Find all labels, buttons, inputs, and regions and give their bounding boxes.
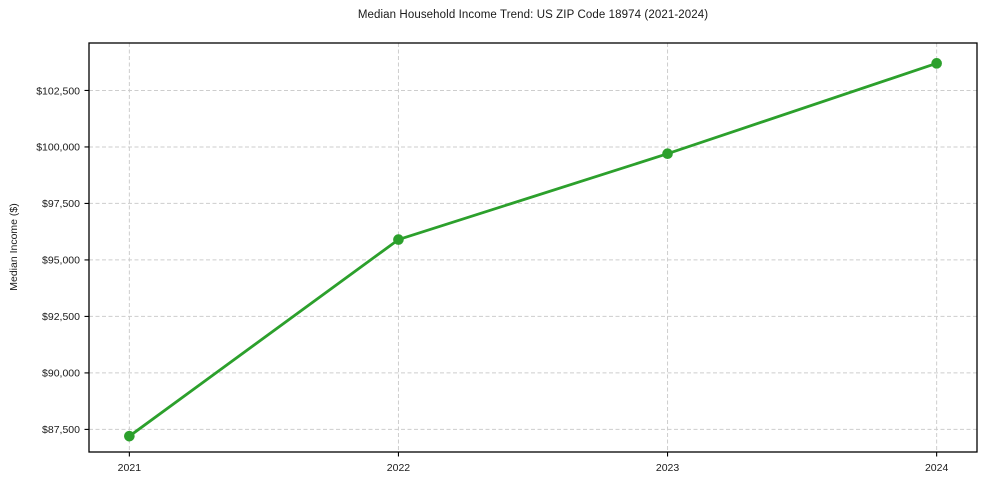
x-tick-label: 2022	[387, 462, 411, 474]
y-tick-label: $97,500	[42, 198, 80, 210]
y-tick-label: $87,500	[42, 424, 80, 436]
plot-border	[88, 42, 978, 453]
data-point-2023	[662, 148, 673, 160]
trend-line	[127, 61, 939, 438]
chart-title: Median Household Income Trend: US ZIP Co…	[357, 9, 709, 21]
x-tick-label: 2023	[656, 462, 680, 474]
y-tick-label: $92,500	[42, 311, 80, 323]
data-point-2021	[124, 430, 135, 442]
y-tick-label: $100,000	[36, 142, 80, 154]
y-tick-label: $102,500	[36, 85, 80, 97]
x-tick-label: 2024	[925, 462, 949, 474]
data-point-2022	[393, 234, 404, 245]
y-tick-label: $90,000	[42, 368, 80, 380]
y-tick-label: $95,000	[42, 255, 80, 267]
data-point-2024	[931, 58, 942, 69]
x-tick-label: 2021	[118, 462, 142, 474]
